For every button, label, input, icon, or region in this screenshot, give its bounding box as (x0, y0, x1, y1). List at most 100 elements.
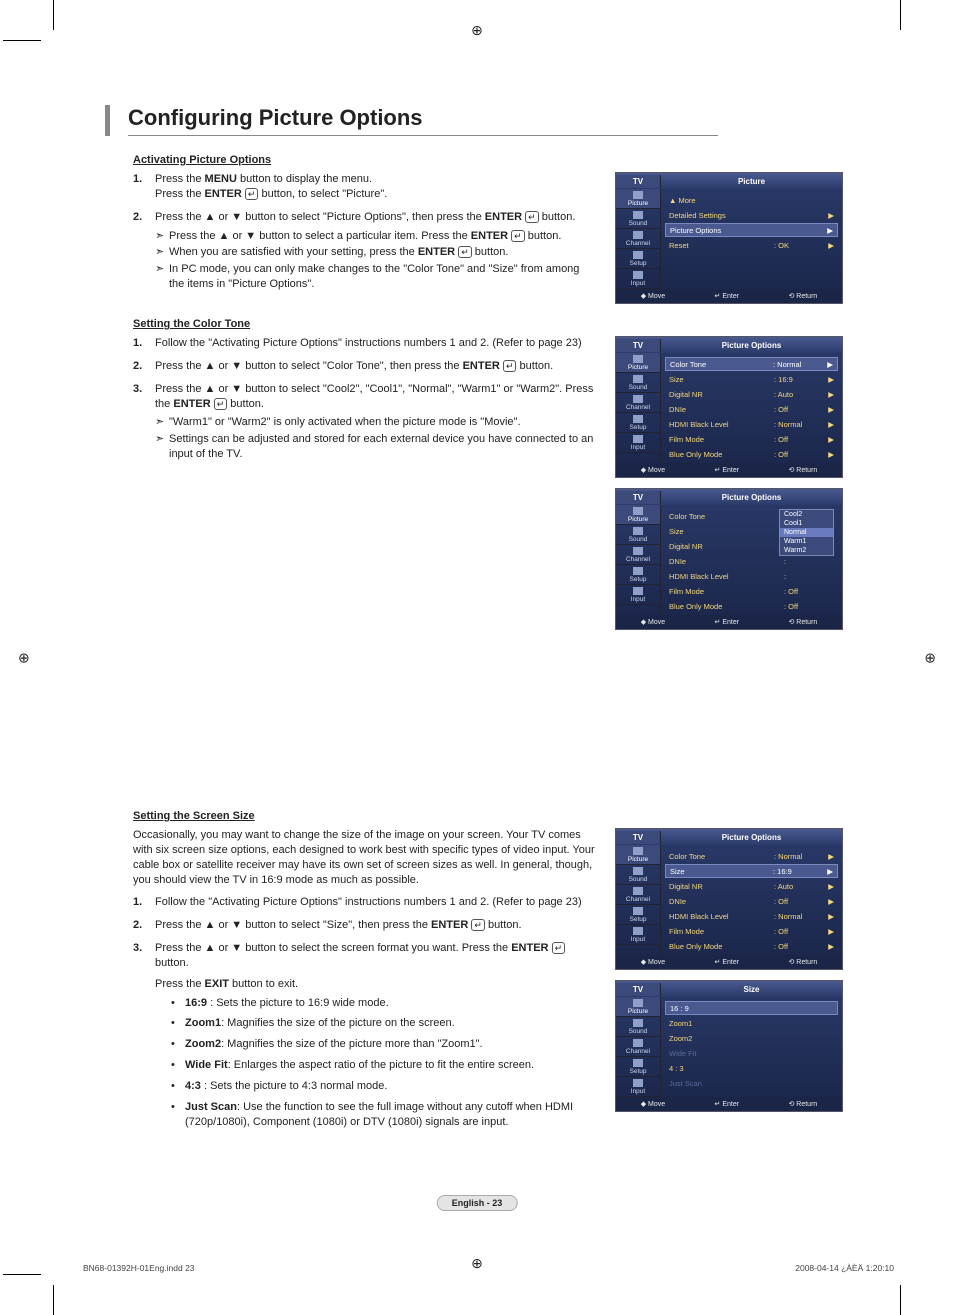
osd-tab-setup[interactable]: Setup (616, 249, 660, 269)
osd-row-selected[interactable]: Size: 16:9▶ (665, 864, 838, 878)
osd-tab-setup[interactable]: Setup (616, 413, 660, 433)
osd-row[interactable]: HDMI Black Level: Normal▶ (665, 909, 838, 923)
colortone-dropdown[interactable]: Cool2 Cool1 Normal Warm1 Warm2 (779, 509, 834, 556)
bullet-icon: • (171, 996, 185, 1011)
osd-tab-sound[interactable]: Sound (616, 209, 660, 229)
note-arrow-icon: ➣ (155, 262, 169, 292)
step-number: 1. (133, 895, 147, 910)
osd-row[interactable]: Zoom1 (665, 1016, 838, 1030)
osd-tab-picture[interactable]: Picture (616, 189, 660, 209)
crop-mark (3, 1274, 41, 1275)
step-body: Press the ▲ or ▼ button to select "Cool2… (155, 382, 597, 464)
osd-row[interactable]: Color Tone: Normal▶ (665, 849, 838, 863)
osd-row[interactable]: HDMI Black Level: Normal▶ (665, 417, 838, 431)
setup-icon (633, 907, 643, 915)
osd-enter-hint: ↵ Enter (715, 1100, 740, 1108)
osd-row[interactable]: Size: 16:9▶ (665, 372, 838, 386)
osd-tab-sound[interactable]: Sound (616, 865, 660, 885)
osd-tab-input[interactable]: Input (616, 1077, 660, 1097)
osd-tabs: Picture Sound Channel Setup Input (616, 505, 661, 615)
osd-tab-input[interactable]: Input (616, 433, 660, 453)
osd-tab-channel[interactable]: Channel (616, 1037, 660, 1057)
osd-tab-channel[interactable]: Channel (616, 393, 660, 413)
step-body: Follow the "Activating Picture Options" … (155, 895, 597, 910)
osd-picture-options-menu: TV Picture Options Picture Sound Channel… (615, 336, 843, 478)
osd-tab-setup[interactable]: Setup (616, 565, 660, 585)
reg-mark-bottom: ⊕ (471, 1255, 483, 1272)
osd-row-selected[interactable]: Color Tone: Normal▶ (665, 357, 838, 371)
osd-row[interactable]: Digital NR: Auto▶ (665, 387, 838, 401)
osd-row[interactable]: Film Mode: Off▶ (665, 432, 838, 446)
osd-tab-input[interactable]: Input (616, 269, 660, 289)
osd-return-hint: ⟲ Return (788, 292, 817, 300)
osd-row[interactable]: Blue Only Mode: Off▶ (665, 939, 838, 953)
osd-tab-picture[interactable]: Picture (616, 505, 660, 525)
dd-option[interactable]: Cool2 (780, 510, 833, 519)
enter-icon: ↵ (458, 246, 472, 258)
osd-row[interactable]: Detailed Settings▶ (665, 208, 838, 222)
sound-icon (633, 867, 643, 875)
osd-picture-options-size-menu: TV Picture Options Picture Sound Channel… (615, 828, 843, 970)
dd-option[interactable]: Cool1 (780, 519, 833, 528)
osd-tab-picture[interactable]: Picture (616, 845, 660, 865)
osd-row[interactable]: 4 : 3 (665, 1061, 838, 1075)
section-colortone-heading: Setting the Color Tone (133, 318, 845, 330)
dd-option[interactable]: Warm2 (780, 546, 833, 555)
osd-row[interactable]: Blue Only Mode: Off (665, 599, 838, 613)
sound-icon (633, 527, 643, 535)
osd-row[interactable]: HDMI Black Level: (665, 569, 838, 583)
osd-tab-sound[interactable]: Sound (616, 1017, 660, 1037)
osd-tab-channel[interactable]: Channel (616, 885, 660, 905)
osd-heading: Picture Options (661, 831, 842, 844)
bullet-icon: • (171, 1037, 185, 1052)
osd-tab-sound[interactable]: Sound (616, 373, 660, 393)
osd-tab-setup[interactable]: Setup (616, 905, 660, 925)
osd-row[interactable]: Digital NR: Auto▶ (665, 879, 838, 893)
osd-row[interactable]: DNIe: Off▶ (665, 894, 838, 908)
osd-row[interactable]: Zoom2 (665, 1031, 838, 1045)
reg-mark-top: ⊕ (471, 22, 483, 39)
osd-footer: ◆ Move ↵ Enter ⟲ Return (616, 955, 842, 969)
setup-icon (633, 415, 643, 423)
osd-footer: ◆ Move ↵ Enter ⟲ Return (616, 1097, 842, 1111)
bullet-icon: • (171, 1016, 185, 1031)
osd-row-selected[interactable]: 16 : 9 (665, 1001, 838, 1015)
osd-tab-input[interactable]: Input (616, 925, 660, 945)
sound-icon (633, 375, 643, 383)
osd-tab-setup[interactable]: Setup (616, 1057, 660, 1077)
osd-tab-channel[interactable]: Channel (616, 229, 660, 249)
osd-tabs: Picture Sound Channel Setup Input (616, 353, 661, 463)
step-number: 2. (133, 359, 147, 374)
osd-row[interactable]: DNIe: Off▶ (665, 402, 838, 416)
enter-icon: ↵ (214, 398, 228, 410)
osd-tab-channel[interactable]: Channel (616, 545, 660, 565)
osd-move-hint: ◆ Move (641, 466, 665, 474)
osd-row[interactable]: Film Mode: Off (665, 584, 838, 598)
channel-icon (633, 395, 643, 403)
step-number: 3. (133, 941, 147, 1135)
osd-rows: 16 : 9 Zoom1 Zoom2 Wide Fit 4 : 3 Just S… (661, 997, 842, 1097)
osd-move-hint: ◆ Move (641, 292, 665, 300)
note-arrow-icon: ➣ (155, 415, 169, 430)
step-number: 1. (133, 172, 147, 202)
osd-row[interactable]: Film Mode: Off▶ (665, 924, 838, 938)
osd-row[interactable]: DNIe: (665, 554, 838, 568)
osd-footer: ◆ Move ↵ Enter ⟲ Return (616, 463, 842, 477)
screensize-steps: 1. Follow the "Activating Picture Option… (133, 895, 597, 1135)
osd-tabs: Picture Sound Channel Setup Input (616, 997, 661, 1097)
osd-picture-menu: TV Picture Picture Sound Channel Setup I… (615, 172, 843, 304)
osd-tab-input[interactable]: Input (616, 585, 660, 605)
osd-tab-sound[interactable]: Sound (616, 525, 660, 545)
osd-row-selected[interactable]: Picture Options▶ (665, 223, 838, 237)
osd-tab-picture[interactable]: Picture (616, 353, 660, 373)
osd-return-hint: ⟲ Return (788, 618, 817, 626)
osd-row[interactable]: Reset: OK▶ (665, 238, 838, 252)
osd-row[interactable]: ▲ More (665, 193, 838, 207)
picture-icon (633, 847, 643, 855)
osd-enter-hint: ↵ Enter (715, 958, 740, 966)
osd-tab-picture[interactable]: Picture (616, 997, 660, 1017)
dd-option[interactable]: Warm1 (780, 537, 833, 546)
osd-row[interactable]: Blue Only Mode: Off▶ (665, 447, 838, 461)
crop-mark (53, 0, 54, 30)
dd-option-selected[interactable]: Normal (780, 528, 833, 537)
